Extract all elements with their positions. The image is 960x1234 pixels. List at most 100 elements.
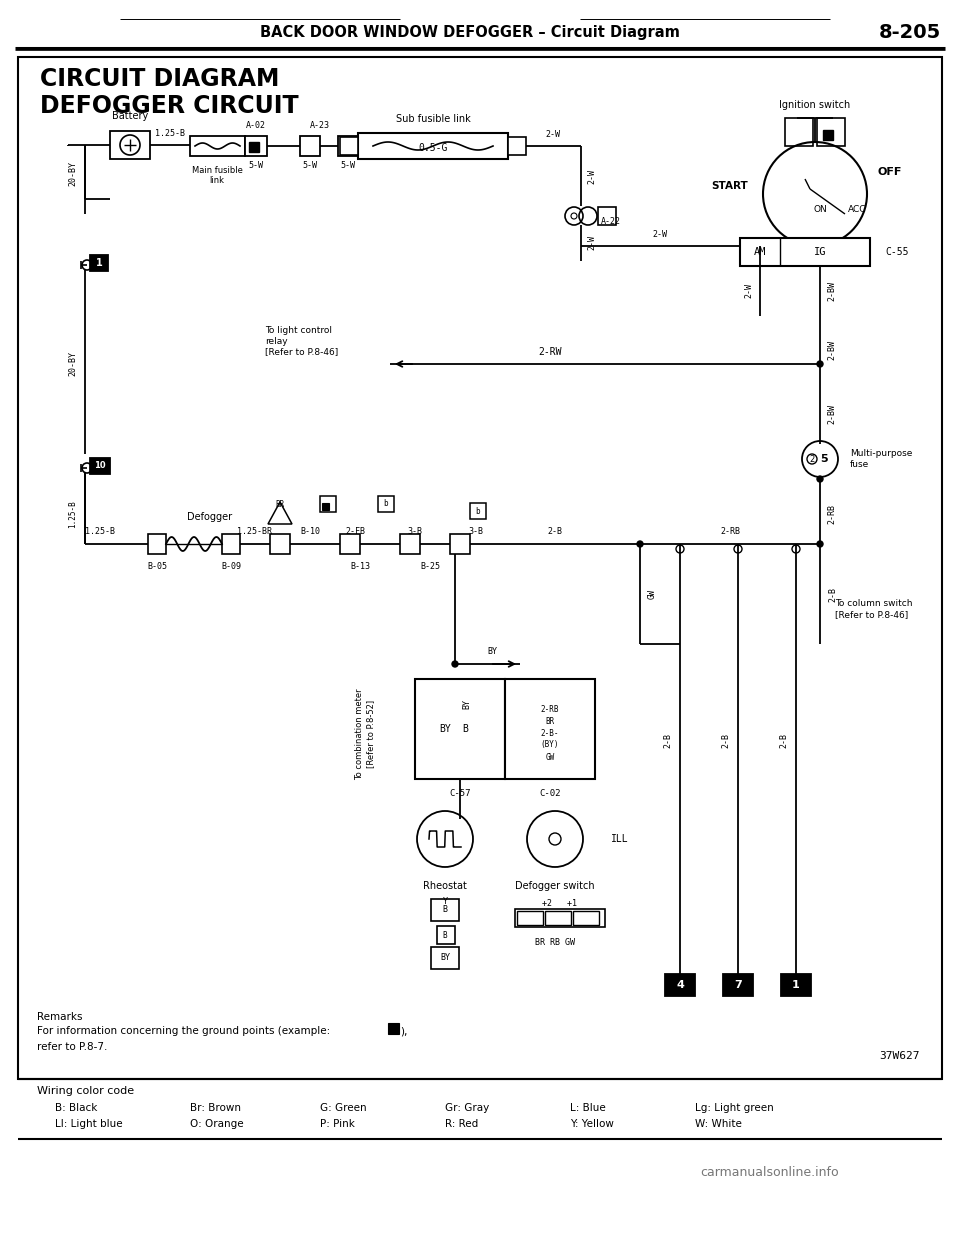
Bar — [90, 255, 108, 271]
Text: 2-FB: 2-FB — [345, 527, 365, 536]
Text: B: B — [443, 906, 447, 914]
Bar — [505, 679, 595, 779]
Text: OFF: OFF — [878, 167, 902, 176]
Text: 2-W: 2-W — [653, 230, 667, 239]
Text: b: b — [476, 506, 480, 516]
Text: BY: BY — [439, 724, 451, 734]
Bar — [110, 131, 150, 159]
Bar — [431, 900, 459, 921]
Text: 2-B: 2-B — [721, 733, 730, 748]
Text: 2-RW: 2-RW — [539, 347, 562, 357]
Text: 2-B: 2-B — [663, 733, 672, 748]
Text: Battery: Battery — [112, 111, 148, 121]
Text: ),: ), — [400, 1025, 407, 1037]
Text: 2-RB: 2-RB — [827, 503, 836, 524]
Text: B-05: B-05 — [147, 561, 167, 571]
Text: A-02: A-02 — [246, 121, 266, 130]
Text: 2-RB: 2-RB — [720, 527, 740, 536]
Text: BY: BY — [440, 954, 450, 963]
Bar — [573, 911, 599, 926]
Text: 20-BY: 20-BY — [68, 162, 78, 186]
Bar — [740, 238, 870, 267]
Text: Remarks: Remarks — [37, 1012, 83, 1022]
Text: START: START — [711, 181, 748, 191]
Bar — [400, 534, 420, 554]
Text: 1.25-B: 1.25-B — [85, 527, 115, 536]
Text: BY: BY — [462, 698, 471, 710]
Bar — [723, 974, 753, 996]
Text: 2-B: 2-B — [828, 586, 837, 601]
Text: 2-B: 2-B — [547, 527, 563, 536]
Bar — [785, 118, 813, 146]
Text: (BY): (BY) — [540, 740, 560, 749]
Text: Y: Y — [443, 897, 447, 906]
Text: 10: 10 — [94, 462, 106, 470]
Text: carmanualsonline.info: carmanualsonline.info — [701, 1165, 839, 1178]
Text: Gr: Gray: Gr: Gray — [445, 1103, 490, 1113]
Bar — [270, 534, 290, 554]
Text: ACC: ACC — [848, 205, 866, 213]
Text: 5-W: 5-W — [302, 160, 318, 170]
Text: 5: 5 — [820, 454, 828, 464]
Text: +2   +1: +2 +1 — [542, 900, 578, 908]
Bar — [431, 946, 459, 969]
Bar — [340, 534, 360, 554]
Text: 1.25-BR: 1.25-BR — [237, 527, 273, 536]
Bar — [508, 137, 526, 155]
Text: 3-B: 3-B — [468, 527, 483, 536]
Text: BY: BY — [487, 647, 497, 656]
Text: Ignition switch: Ignition switch — [780, 100, 851, 110]
Bar — [437, 926, 455, 944]
Bar — [90, 458, 110, 474]
Text: Main fusible
link: Main fusible link — [192, 167, 243, 185]
Text: 1.25-B: 1.25-B — [68, 500, 78, 528]
Text: Wiring color code: Wiring color code — [37, 1086, 134, 1096]
Bar — [300, 136, 320, 155]
Text: 2-W: 2-W — [744, 284, 753, 299]
Text: 37W627: 37W627 — [879, 1051, 920, 1061]
Text: 5-W: 5-W — [249, 160, 263, 170]
Text: For information concerning the ground points (example:: For information concerning the ground po… — [37, 1025, 330, 1037]
Text: Br: Brown: Br: Brown — [190, 1103, 241, 1113]
Bar — [320, 496, 336, 512]
Text: BR: BR — [276, 500, 284, 508]
Bar — [781, 974, 811, 996]
Text: Multi-purpose
fuse: Multi-purpose fuse — [850, 449, 912, 469]
Text: Ll: Light blue: Ll: Light blue — [55, 1119, 123, 1129]
Text: ON: ON — [813, 205, 827, 213]
Bar — [249, 142, 259, 152]
Text: GW: GW — [545, 753, 555, 761]
Text: 2-BW: 2-BW — [827, 404, 836, 424]
Bar — [245, 136, 267, 155]
Text: 2-B-: 2-B- — [540, 728, 560, 738]
Text: Defogger: Defogger — [187, 512, 232, 522]
Text: GW: GW — [648, 589, 657, 598]
Circle shape — [637, 540, 643, 547]
Bar — [148, 534, 166, 554]
Text: CIRCUIT DIAGRAM: CIRCUIT DIAGRAM — [40, 67, 279, 91]
Text: To combination meter
[Refer to P.8-52]: To combination meter [Refer to P.8-52] — [355, 689, 374, 780]
Text: AM: AM — [754, 247, 766, 257]
Bar — [415, 679, 505, 779]
Text: Defogger switch: Defogger switch — [516, 881, 595, 891]
Bar — [517, 911, 543, 926]
Bar — [378, 496, 394, 512]
Text: 5-W: 5-W — [341, 160, 355, 170]
Bar — [450, 534, 470, 554]
Text: 8-205: 8-205 — [878, 23, 941, 42]
Text: L: Blue: L: Blue — [570, 1103, 606, 1113]
Circle shape — [817, 476, 823, 482]
Bar — [222, 534, 240, 554]
Text: R: Red: R: Red — [445, 1119, 478, 1129]
Text: B-09: B-09 — [221, 561, 241, 571]
Text: 1: 1 — [792, 980, 800, 990]
Text: BR: BR — [545, 717, 555, 726]
Text: C-57: C-57 — [449, 789, 470, 798]
Circle shape — [817, 540, 823, 547]
Text: 2-RB: 2-RB — [540, 705, 560, 713]
Text: 7: 7 — [734, 980, 742, 990]
Text: 2-BW: 2-BW — [827, 281, 836, 301]
Text: 2-B: 2-B — [779, 733, 788, 748]
Bar — [190, 136, 245, 155]
Bar — [515, 909, 605, 927]
